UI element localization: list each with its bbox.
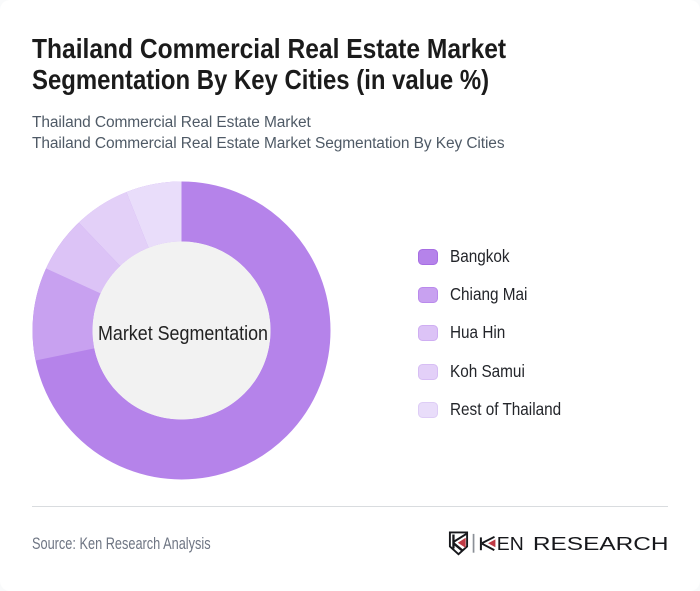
svg-text:RESEARCH: RESEARCH — [533, 533, 669, 554]
svg-text:EN: EN — [497, 534, 524, 554]
svg-text:Market Segmentation: Market Segmentation — [98, 322, 268, 345]
